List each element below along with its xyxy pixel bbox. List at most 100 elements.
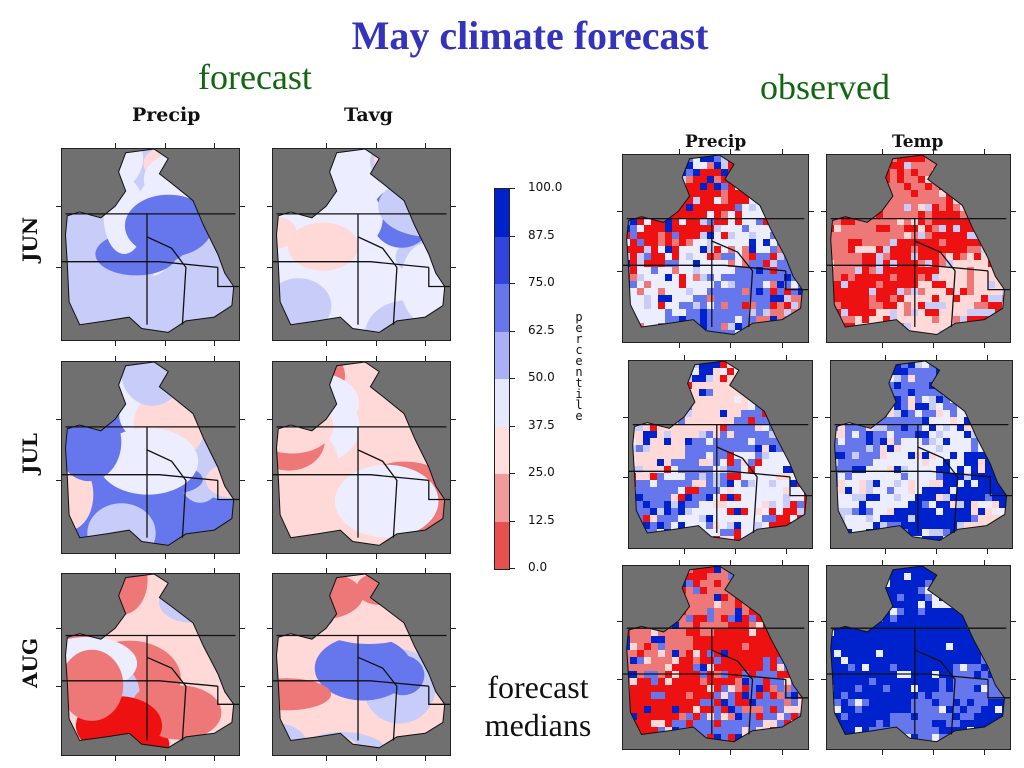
map-cell — [925, 316, 932, 323]
map-cell — [714, 587, 721, 594]
map-cell — [992, 494, 999, 501]
map-cell — [630, 183, 637, 190]
map-cell — [784, 288, 791, 295]
map-cell — [798, 267, 803, 274]
map-cell — [929, 543, 936, 548]
map-cell — [728, 162, 735, 169]
map-cell — [995, 734, 1002, 741]
map-cell — [776, 466, 783, 473]
map-cell — [756, 218, 763, 225]
map-cell — [1002, 169, 1005, 176]
map-cell — [777, 741, 784, 742]
map-cell — [981, 615, 988, 622]
map-cell — [692, 368, 699, 375]
map-cell — [838, 487, 845, 494]
map-cell — [658, 566, 665, 573]
map-cell — [798, 671, 803, 678]
map-cell — [734, 445, 741, 452]
map-cell — [686, 246, 693, 253]
map-cell — [834, 699, 841, 706]
map-cell — [714, 734, 721, 741]
map-cell — [643, 473, 650, 480]
axis-tick — [808, 679, 814, 681]
map-cell — [876, 594, 883, 601]
map-cell — [855, 664, 862, 671]
map-cell — [763, 748, 770, 749]
map-cell — [988, 699, 995, 706]
map-cell — [721, 629, 728, 636]
map-cell — [834, 685, 841, 692]
map-cell — [960, 253, 967, 260]
map-cell — [735, 615, 742, 622]
map-cell — [657, 522, 664, 529]
map-cell — [1006, 438, 1007, 445]
map-cell — [714, 720, 721, 727]
map-cell — [859, 480, 866, 487]
map-cell — [742, 664, 749, 671]
map-cell — [932, 713, 939, 720]
map-cell — [1006, 396, 1007, 403]
map-cell — [671, 389, 678, 396]
map-cell — [936, 459, 943, 466]
map-cell — [679, 629, 686, 636]
map-cell — [679, 734, 686, 741]
map-cell — [679, 274, 686, 281]
map-cell — [777, 204, 784, 211]
map-cell — [971, 403, 978, 410]
map-cell — [890, 232, 897, 239]
map-cell — [855, 253, 862, 260]
map-cell — [834, 529, 838, 536]
map-cell — [643, 361, 650, 368]
map-cell — [735, 162, 742, 169]
map-cell — [651, 650, 658, 657]
map-cell — [995, 643, 1002, 650]
map-cell — [749, 573, 756, 580]
map-cell — [978, 452, 985, 459]
map-cell — [848, 741, 855, 742]
map-cell — [665, 274, 672, 281]
map-cell — [651, 566, 658, 573]
map-cell — [679, 267, 686, 274]
map-cell — [777, 594, 784, 601]
map-cell — [859, 368, 866, 375]
map-cell — [901, 459, 908, 466]
map-cell — [636, 368, 643, 375]
map-cell — [791, 253, 798, 260]
map-cell — [637, 176, 644, 183]
map-cell — [869, 176, 876, 183]
map-cell — [981, 587, 988, 594]
map-cell — [790, 452, 797, 459]
map-cell — [742, 622, 749, 629]
map-cell — [693, 678, 700, 685]
map-cell — [1002, 685, 1005, 692]
map-cell — [950, 508, 957, 515]
map-cell — [749, 302, 756, 309]
map-cell — [742, 720, 749, 727]
map-cell — [848, 190, 855, 197]
map-cell — [862, 253, 869, 260]
map-cell — [967, 330, 974, 335]
map-cell — [776, 403, 783, 410]
map-cell — [679, 566, 686, 573]
map-cell — [939, 169, 946, 176]
map-cell — [960, 706, 967, 713]
map-cell — [664, 382, 671, 389]
map-cell — [894, 375, 901, 382]
axis-tick — [808, 270, 814, 272]
map-cell — [727, 452, 734, 459]
map-cell — [967, 323, 974, 330]
map-cell — [862, 274, 869, 281]
map-cell — [995, 741, 1002, 742]
map-cell — [658, 225, 665, 232]
map-cell — [626, 727, 630, 734]
map-cell — [626, 232, 630, 239]
map-cell — [939, 685, 946, 692]
map-cell — [783, 536, 790, 541]
map-cell — [890, 162, 897, 169]
map-cell — [741, 438, 748, 445]
map-cell — [749, 566, 756, 573]
map-cell — [650, 543, 657, 548]
map-cell — [904, 267, 911, 274]
map-cell — [651, 678, 658, 685]
map-cell — [742, 330, 749, 335]
